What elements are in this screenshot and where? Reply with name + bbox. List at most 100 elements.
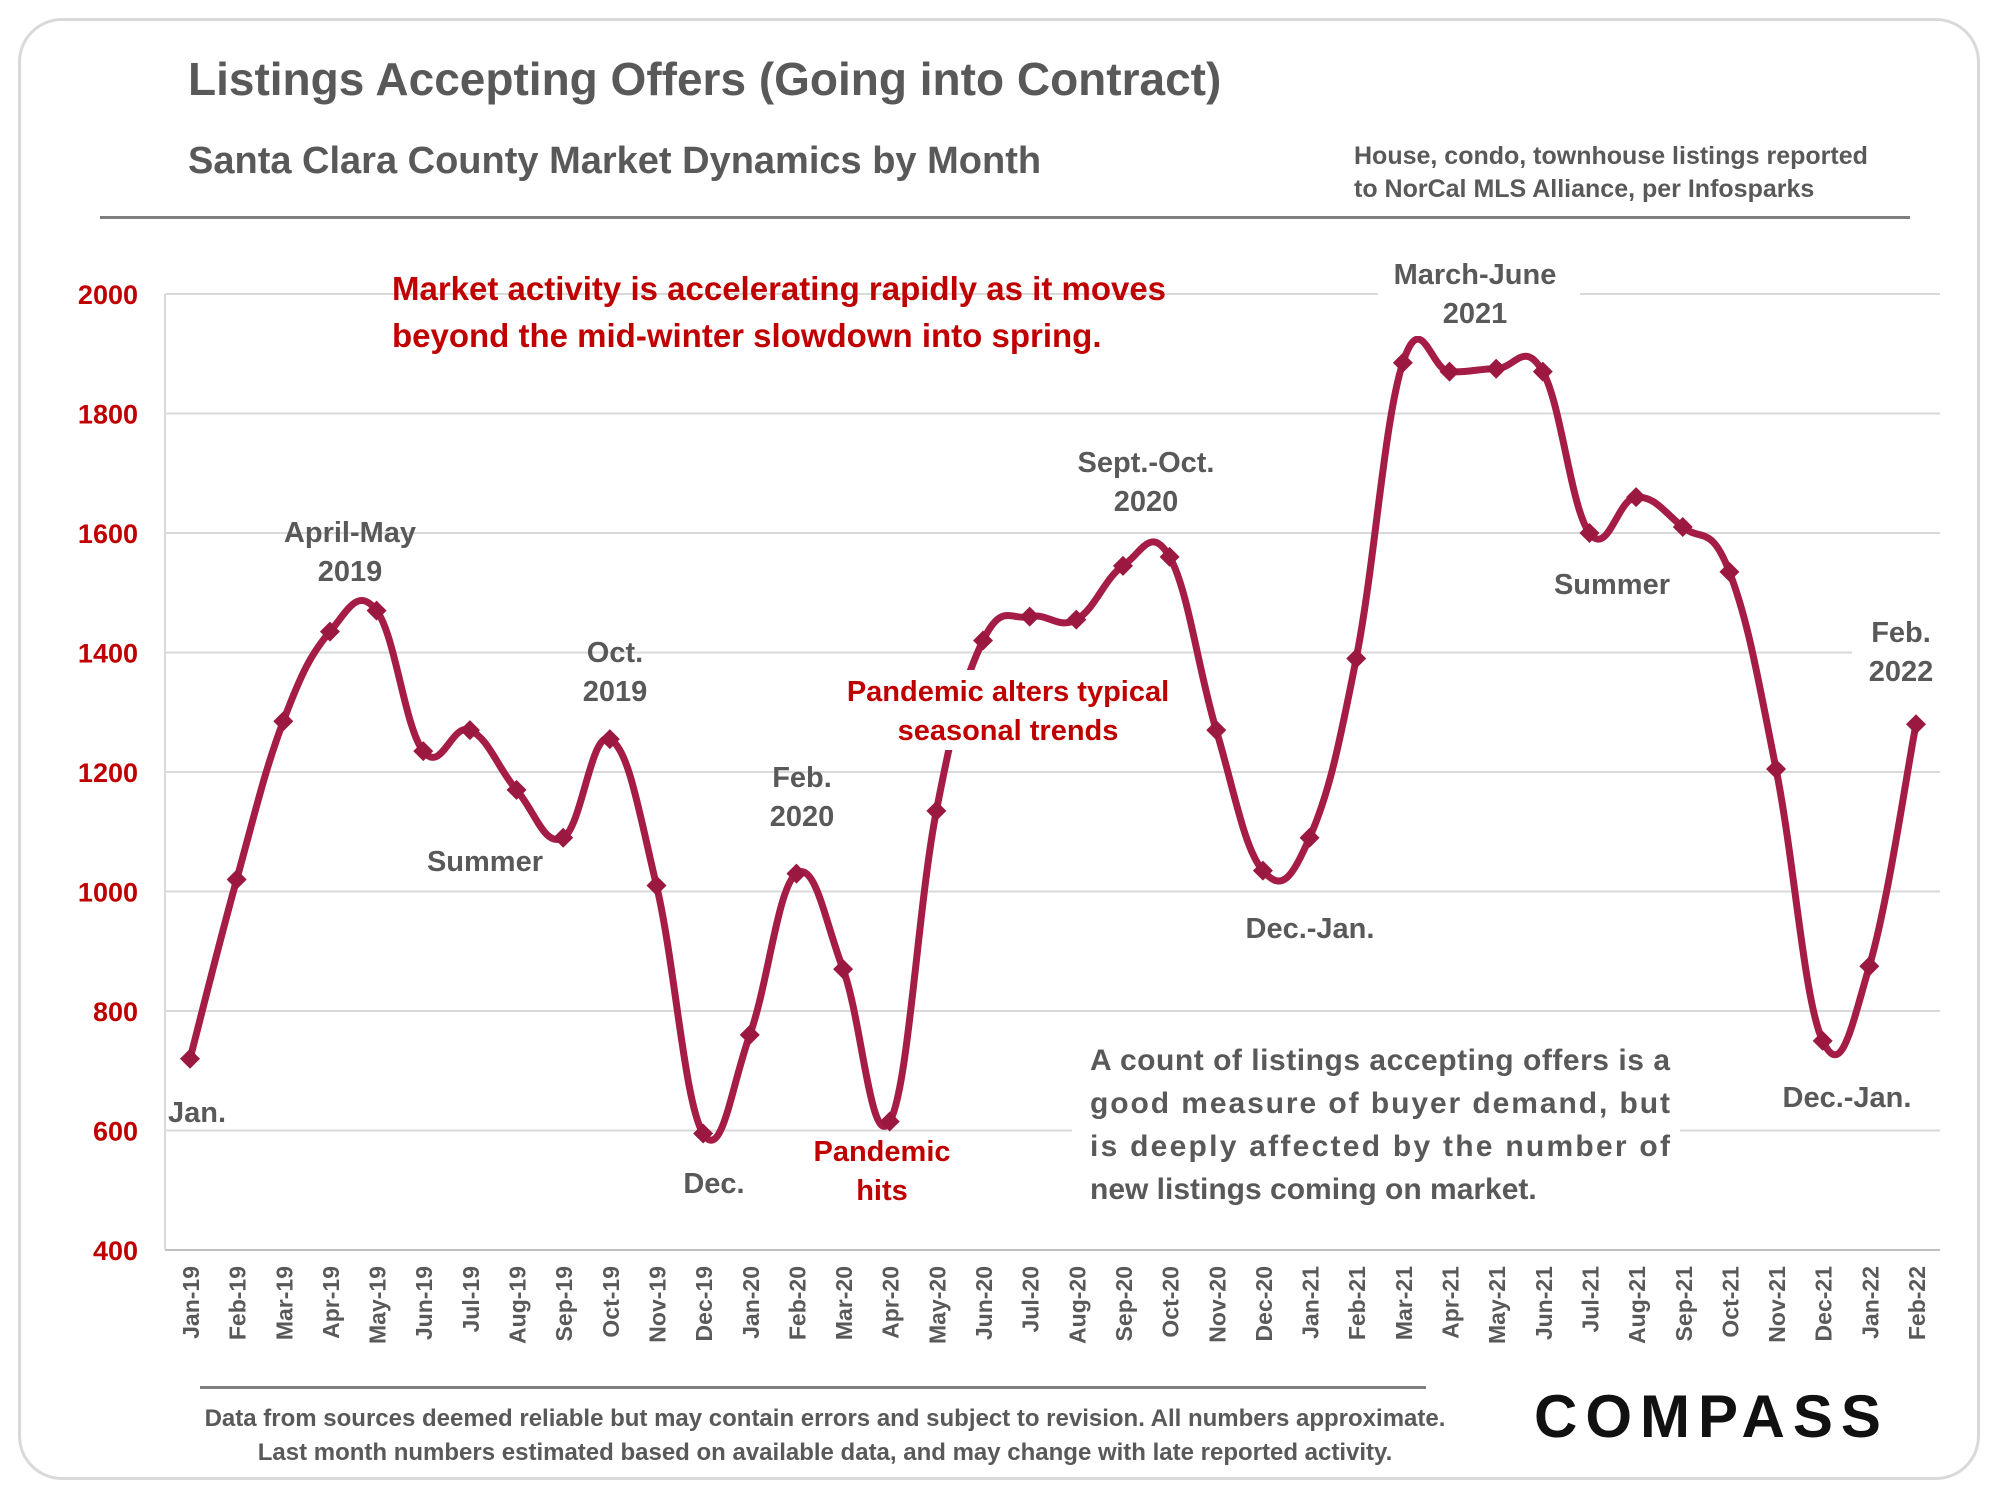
oct-2019-label: 2019 [583,676,648,708]
x-tick-label: Jan-22 [1857,1266,1883,1339]
x-tick-label: Dec-20 [1251,1266,1277,1341]
x-tick-label: Apr-20 [878,1266,904,1339]
x-tick-label: Mar-21 [1391,1266,1417,1340]
x-tick-label: Sep-19 [551,1266,577,1341]
data-point [366,600,387,621]
x-tick-label: Apr-19 [318,1266,344,1339]
explanatory-note: good measure of buyer demand, but [1090,1087,1670,1120]
x-tick-label: Mar-19 [271,1266,297,1340]
jan-label: Jan. [168,1097,226,1129]
march-june-backdrop [1378,252,1580,336]
data-point [1532,361,1553,382]
data-point [739,1024,760,1045]
data-point [1299,827,1320,848]
x-tick-label: Nov-20 [1204,1266,1230,1343]
feb-2022-label: Feb. [1871,617,1931,649]
x-tick-label: Dec-21 [1811,1266,1837,1342]
compass-logo: COMPASS [1534,1383,1889,1450]
data-point [553,827,574,848]
x-axis-ticks: Jan-19 Feb-19 Mar-19 Apr-19 May-19 Jun-19 Jul-… [178,1266,1930,1344]
x-tick-label: Aug-21 [1624,1266,1650,1344]
x-tick-label: Feb-22 [1904,1266,1930,1340]
data-point [1112,555,1133,576]
series-listings [180,335,1926,1144]
data-point [1486,358,1507,379]
x-tick-label: Jan-20 [738,1266,764,1339]
data-point [1439,361,1460,382]
y-tick-label: 2000 [78,280,138,310]
x-tick-label: Feb-19 [225,1266,251,1340]
sept-oct-2020-label: Sept.-Oct. [1078,447,1215,479]
data-point [1206,720,1227,741]
data-point [1392,352,1413,373]
explanatory-note: A count of listings accepting offers is … [1090,1044,1670,1077]
x-tick-label: Jul-19 [458,1266,484,1332]
x-tick-label: Oct-20 [1158,1266,1184,1338]
x-tick-label: Sep-20 [1111,1266,1137,1341]
x-tick-label: Jul-20 [1018,1266,1044,1332]
explanatory-note-backdrop [1072,1034,1680,1218]
sept-oct-2020-label: 2020 [1114,486,1179,518]
data-point [319,621,340,642]
data-point [1626,487,1647,508]
x-tick-label: May-21 [1484,1266,1510,1344]
y-tick-label: 800 [93,997,138,1027]
chart-subtitle: Santa Clara County Market Dynamics by Mo… [188,140,1042,182]
x-tick-label: Apr-21 [1438,1266,1464,1339]
y-tick-label: 1600 [78,519,138,549]
header-divider [100,216,1910,219]
dec-jan-2022-label: Dec.-Jan. [1783,1082,1912,1114]
x-tick-label: Nov-19 [644,1266,670,1343]
data-point [693,1123,714,1144]
x-tick-label: May-20 [924,1266,950,1344]
feb-2020-label: Feb. [772,762,832,794]
x-tick-label: Sep-21 [1671,1266,1697,1342]
x-tick-label: Feb-21 [1344,1266,1370,1340]
feb-2020-label: 2020 [770,801,835,833]
data-point [879,1111,900,1132]
pandemic-alters-label: seasonal trends [898,715,1119,747]
y-tick-label: 600 [93,1117,138,1147]
y-tick-label: 1000 [78,878,138,908]
x-tick-label: Aug-19 [505,1266,531,1344]
dec-label: Dec. [683,1168,744,1200]
source-note-line: to NorCal MLS Alliance, per Infosparks [1354,175,1815,203]
x-tick-label: Oct-21 [1717,1266,1743,1338]
x-tick-label: Aug-20 [1064,1266,1090,1344]
y-tick-label: 1200 [78,758,138,788]
footnote-line: Last month numbers estimated based on av… [257,1439,1393,1466]
data-point [1859,956,1880,977]
chart-frame [18,18,1980,1480]
data-point [1812,1030,1833,1051]
x-tick-label: Feb-20 [784,1266,810,1340]
gridlines [164,293,1940,1251]
x-tick-label: Jun-21 [1531,1266,1557,1340]
footnote-line: Data from sources deemed reliable but ma… [204,1405,1446,1432]
data-point [273,711,294,732]
source-note-line: House, condo, townhouse listings reporte… [1354,142,1868,170]
explanatory-note: new listings coming on market. [1090,1173,1537,1206]
data-point [599,729,620,750]
y-axis-ticks: 400 600 800 1000 1200 1400 1600 1800 2000 [78,280,138,1266]
summer-2019-label: Summer [427,846,543,878]
april-may-2019-label: April-May [284,517,416,549]
data-point [833,959,854,980]
dec-jan-2021-label: Dec.-Jan. [1246,913,1375,945]
oct-2019-label: Oct. [587,637,643,669]
march-june-2021-label: 2021 [1443,298,1508,330]
march-june-2021-label: March-June [1394,259,1557,291]
data-point [413,741,434,762]
y-tick-label: 400 [93,1236,138,1266]
chart-annotations: Market activity is accelerating rapidly … [168,252,1950,1218]
data-point [926,800,947,821]
pandemic-hits-label: Pandemic [814,1136,951,1168]
x-tick-label: Dec-19 [691,1266,717,1341]
x-tick-label: Jan-21 [1298,1266,1324,1339]
pandemic-hits-label: hits [856,1175,908,1207]
feb-2022-backdrop [1852,606,1950,696]
x-tick-label: May-19 [365,1266,391,1344]
source-note: House, condo, townhouse listings reporte… [1354,140,1868,206]
pandemic-alters-backdrop [838,670,1178,750]
data-point [646,875,667,896]
